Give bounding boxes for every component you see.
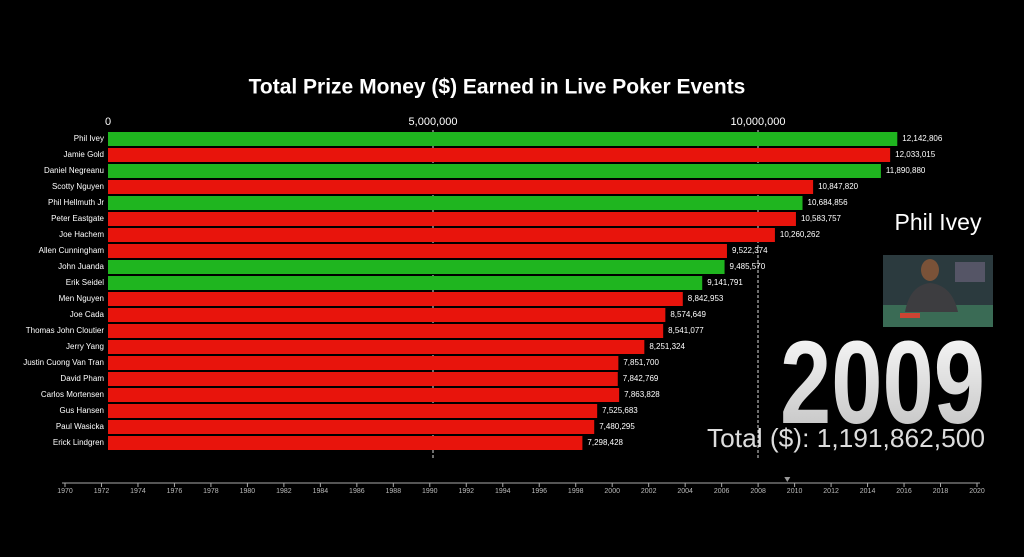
timeline-tick-label: 2002: [641, 488, 657, 495]
value-label: 9,485,570: [730, 262, 766, 271]
value-label: 8,251,324: [649, 342, 685, 351]
timeline-tick-label: 1984: [313, 488, 329, 495]
bar: [108, 324, 664, 338]
timeline-marker: [784, 477, 791, 482]
y-tick-label: Paul Wasicka: [56, 422, 105, 431]
y-tick-label: Joe Hachem: [59, 230, 104, 239]
value-label: 7,525,683: [602, 406, 638, 415]
value-label: 8,574,649: [670, 310, 706, 319]
timeline-tick-label: 1988: [386, 488, 402, 495]
bar: [108, 148, 891, 162]
y-tick-label: Jerry Yang: [66, 342, 104, 351]
timeline-tick-label: 1970: [57, 488, 73, 495]
bar: [108, 292, 683, 306]
chart-title: Total Prize Money ($) Earned in Live Pok…: [249, 76, 746, 99]
timeline-tick-label: 1996: [531, 488, 547, 495]
bar: [108, 212, 796, 226]
bar: [108, 388, 620, 402]
timeline-tick-label: 2010: [787, 488, 803, 495]
value-label: 9,522,374: [732, 246, 768, 255]
y-tick-label: Justin Cuong Van Tran: [23, 358, 104, 367]
bar: [108, 340, 645, 354]
value-label: 8,541,077: [668, 326, 704, 335]
bar: [108, 228, 775, 242]
timeline-tick-label: 1998: [568, 488, 584, 495]
total: Total ($): 1,191,862,500: [707, 423, 985, 453]
timeline-tick-label: 2000: [604, 488, 620, 495]
y-tick-label: John Juanda: [58, 262, 104, 271]
value-label: 11,890,880: [886, 166, 926, 175]
y-tick-label: Jamie Gold: [64, 150, 104, 159]
year: 2009: [780, 317, 985, 449]
timeline-tick-label: 2020: [969, 488, 985, 495]
timeline-tick-label: 2016: [896, 488, 912, 495]
bar: [108, 420, 595, 434]
bar: [108, 308, 666, 322]
y-tick-label: Scotty Nguyen: [52, 182, 104, 191]
y-tick-label: Joe Cada: [70, 310, 105, 319]
timeline-tick-label: 2006: [714, 488, 730, 495]
value-label: 10,583,757: [801, 214, 842, 223]
value-label: 7,863,828: [624, 390, 660, 399]
x-tick-label: 10,000,000: [730, 116, 785, 128]
timeline-tick-label: 2004: [677, 488, 693, 495]
timeline-tick-label: 1990: [422, 488, 438, 495]
y-tick-label: Erick Lindgren: [53, 438, 104, 447]
value-label: 7,298,428: [587, 438, 623, 447]
y-tick-label: Gus Hansen: [60, 406, 104, 415]
timeline-tick-label: 1994: [495, 488, 511, 495]
y-tick-label: Phil Ivey: [74, 134, 104, 143]
value-label: 7,842,769: [623, 374, 659, 383]
timeline-tick-label: 1972: [94, 488, 110, 495]
bar: [108, 356, 619, 370]
y-tick-label: Allen Cunningham: [39, 246, 105, 255]
bar: [108, 404, 598, 418]
timeline-tick-label: 2012: [823, 488, 839, 495]
x-tick-label: 5,000,000: [409, 116, 458, 128]
bar: [108, 244, 727, 258]
timeline-tick-label: 2014: [860, 488, 876, 495]
leader-name: Phil Ivey: [895, 209, 982, 235]
bar: [108, 372, 618, 386]
value-label: 12,033,015: [895, 150, 936, 159]
timeline-tick-label: 1992: [458, 488, 474, 495]
timeline-tick-label: 1978: [203, 488, 219, 495]
timeline-tick-label: 2008: [750, 488, 766, 495]
leader-photo: [883, 255, 993, 327]
value-label: 10,260,262: [780, 230, 821, 239]
value-label: 9,141,791: [707, 278, 743, 287]
timeline-tick-label: 1982: [276, 488, 292, 495]
y-tick-label: Erik Seidel: [66, 278, 104, 287]
y-tick-label: Daniel Negreanu: [44, 166, 104, 175]
bar: [108, 132, 898, 146]
y-tick-label: Carlos Mortensen: [41, 390, 104, 399]
value-label: 10,847,820: [818, 182, 859, 191]
timeline-tick-label: 1976: [167, 488, 183, 495]
value-label: 7,851,700: [623, 358, 659, 367]
timeline-tick-label: 1974: [130, 488, 146, 495]
timeline-tick-label: 2018: [933, 488, 949, 495]
bar: [108, 276, 703, 290]
y-tick-label: Phil Hellmuth Jr: [48, 198, 104, 207]
x-tick-label: 0: [105, 116, 111, 128]
value-label: 12,142,806: [902, 134, 943, 143]
bar: [108, 196, 803, 210]
timeline-tick-label: 1980: [240, 488, 256, 495]
y-tick-label: Men Nguyen: [59, 294, 104, 303]
value-label: 7,480,295: [599, 422, 635, 431]
value-label: 8,842,953: [688, 294, 724, 303]
bar: [108, 164, 881, 178]
y-tick-label: David Pham: [60, 374, 104, 383]
value-label: 10,684,856: [808, 198, 849, 207]
bar: [108, 436, 583, 450]
bar: [108, 180, 814, 194]
timeline-tick-label: 1986: [349, 488, 365, 495]
bar: [108, 260, 725, 274]
y-tick-label: Thomas John Cloutier: [26, 326, 105, 335]
y-tick-label: Peter Eastgate: [51, 214, 104, 223]
